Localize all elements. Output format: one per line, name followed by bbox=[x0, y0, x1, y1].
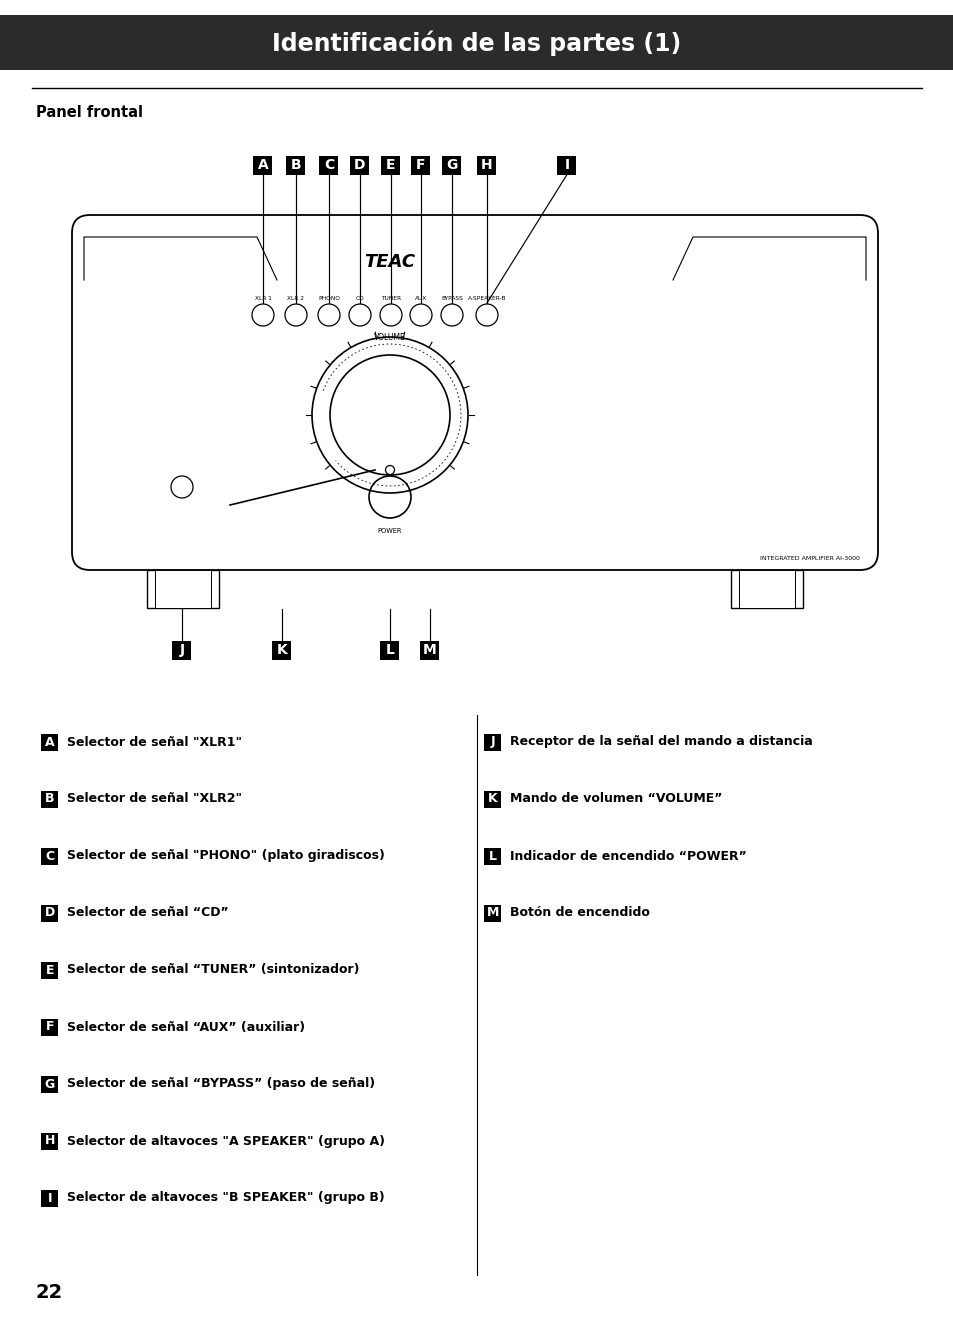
Text: M: M bbox=[486, 907, 498, 920]
Text: Selector de señal “BYPASS” (paso de señal): Selector de señal “BYPASS” (paso de seña… bbox=[68, 1078, 375, 1090]
Text: Indicador de encendido “POWER”: Indicador de encendido “POWER” bbox=[510, 850, 746, 862]
Text: A: A bbox=[45, 735, 54, 749]
Text: F: F bbox=[46, 1020, 54, 1033]
Text: A: A bbox=[257, 158, 268, 173]
Text: AUX: AUX bbox=[415, 295, 427, 301]
Text: Mando de volumen “VOLUME”: Mando de volumen “VOLUME” bbox=[510, 792, 722, 805]
Text: Selector de señal “AUX” (auxiliar): Selector de señal “AUX” (auxiliar) bbox=[68, 1020, 305, 1033]
FancyBboxPatch shape bbox=[42, 1075, 58, 1093]
FancyBboxPatch shape bbox=[273, 641, 292, 659]
FancyBboxPatch shape bbox=[484, 847, 501, 865]
FancyBboxPatch shape bbox=[0, 14, 953, 70]
Text: INTEGRATED AMPLIFIER AI-3000: INTEGRATED AMPLIFIER AI-3000 bbox=[760, 555, 859, 560]
FancyBboxPatch shape bbox=[442, 156, 461, 174]
Text: Selector de señal “TUNER” (sintonizador): Selector de señal “TUNER” (sintonizador) bbox=[68, 963, 359, 977]
Text: VOLUME: VOLUME bbox=[374, 332, 405, 341]
FancyBboxPatch shape bbox=[730, 569, 802, 608]
FancyBboxPatch shape bbox=[147, 569, 219, 608]
Text: Identificación de las partes (1): Identificación de las partes (1) bbox=[273, 30, 680, 55]
FancyBboxPatch shape bbox=[381, 156, 400, 174]
Text: Selector de señal "XLR1": Selector de señal "XLR1" bbox=[68, 735, 242, 749]
Text: A-SPEAKER-B: A-SPEAKER-B bbox=[467, 295, 506, 301]
Text: PHONO: PHONO bbox=[317, 295, 339, 301]
Text: Panel frontal: Panel frontal bbox=[36, 105, 143, 120]
Text: F: F bbox=[416, 158, 425, 173]
FancyBboxPatch shape bbox=[253, 156, 273, 174]
FancyBboxPatch shape bbox=[42, 1190, 58, 1206]
Text: I: I bbox=[564, 158, 569, 173]
FancyBboxPatch shape bbox=[42, 847, 58, 865]
Text: G: G bbox=[45, 1078, 55, 1090]
Text: B: B bbox=[291, 158, 301, 173]
FancyBboxPatch shape bbox=[71, 215, 877, 569]
Text: Botón de encendido: Botón de encendido bbox=[510, 907, 650, 920]
FancyBboxPatch shape bbox=[42, 1132, 58, 1149]
Text: Selector de señal "PHONO" (plato giradiscos): Selector de señal "PHONO" (plato giradis… bbox=[68, 850, 385, 862]
Text: Selector de altavoces "B SPEAKER" (grupo B): Selector de altavoces "B SPEAKER" (grupo… bbox=[68, 1191, 385, 1205]
FancyBboxPatch shape bbox=[42, 791, 58, 808]
FancyBboxPatch shape bbox=[557, 156, 576, 174]
Text: TEAC: TEAC bbox=[364, 253, 416, 272]
FancyBboxPatch shape bbox=[42, 904, 58, 921]
Text: TUNER: TUNER bbox=[380, 295, 400, 301]
FancyBboxPatch shape bbox=[380, 641, 399, 659]
FancyBboxPatch shape bbox=[286, 156, 305, 174]
FancyBboxPatch shape bbox=[411, 156, 430, 174]
FancyBboxPatch shape bbox=[420, 641, 439, 659]
Text: XLR 1: XLR 1 bbox=[254, 295, 272, 301]
FancyBboxPatch shape bbox=[42, 1019, 58, 1036]
Text: Selector de señal “CD”: Selector de señal “CD” bbox=[68, 907, 229, 920]
Text: H: H bbox=[480, 158, 493, 173]
FancyBboxPatch shape bbox=[42, 962, 58, 978]
Text: K: K bbox=[276, 643, 287, 656]
Text: J: J bbox=[179, 643, 184, 656]
FancyBboxPatch shape bbox=[154, 569, 211, 608]
Text: Selector de altavoces "A SPEAKER" (grupo A): Selector de altavoces "A SPEAKER" (grupo… bbox=[68, 1135, 385, 1148]
Text: Selector de señal "XLR2": Selector de señal "XLR2" bbox=[68, 792, 242, 805]
Text: G: G bbox=[446, 158, 457, 173]
FancyBboxPatch shape bbox=[484, 904, 501, 921]
Text: L: L bbox=[385, 643, 394, 656]
Text: Receptor de la señal del mando a distancia: Receptor de la señal del mando a distanc… bbox=[510, 735, 812, 749]
Text: XLR 2: XLR 2 bbox=[287, 295, 304, 301]
Text: E: E bbox=[46, 963, 54, 977]
FancyBboxPatch shape bbox=[42, 734, 58, 750]
FancyBboxPatch shape bbox=[319, 156, 338, 174]
Text: K: K bbox=[488, 792, 497, 805]
Text: POWER: POWER bbox=[377, 529, 402, 534]
FancyBboxPatch shape bbox=[739, 569, 794, 608]
FancyBboxPatch shape bbox=[172, 641, 192, 659]
Text: D: D bbox=[354, 158, 365, 173]
Text: C: C bbox=[46, 850, 54, 862]
Text: BYPASS: BYPASS bbox=[440, 295, 462, 301]
FancyBboxPatch shape bbox=[484, 791, 501, 808]
FancyBboxPatch shape bbox=[484, 734, 501, 750]
Text: C: C bbox=[323, 158, 334, 173]
Text: B: B bbox=[45, 792, 54, 805]
Text: M: M bbox=[423, 643, 436, 656]
Text: H: H bbox=[45, 1135, 55, 1148]
FancyBboxPatch shape bbox=[477, 156, 496, 174]
Text: CD: CD bbox=[355, 295, 364, 301]
Text: J: J bbox=[490, 735, 495, 749]
Text: E: E bbox=[386, 158, 395, 173]
Text: 22: 22 bbox=[36, 1282, 63, 1301]
Text: I: I bbox=[48, 1191, 52, 1205]
Text: L: L bbox=[489, 850, 497, 862]
Text: D: D bbox=[45, 907, 55, 920]
FancyBboxPatch shape bbox=[350, 156, 369, 174]
